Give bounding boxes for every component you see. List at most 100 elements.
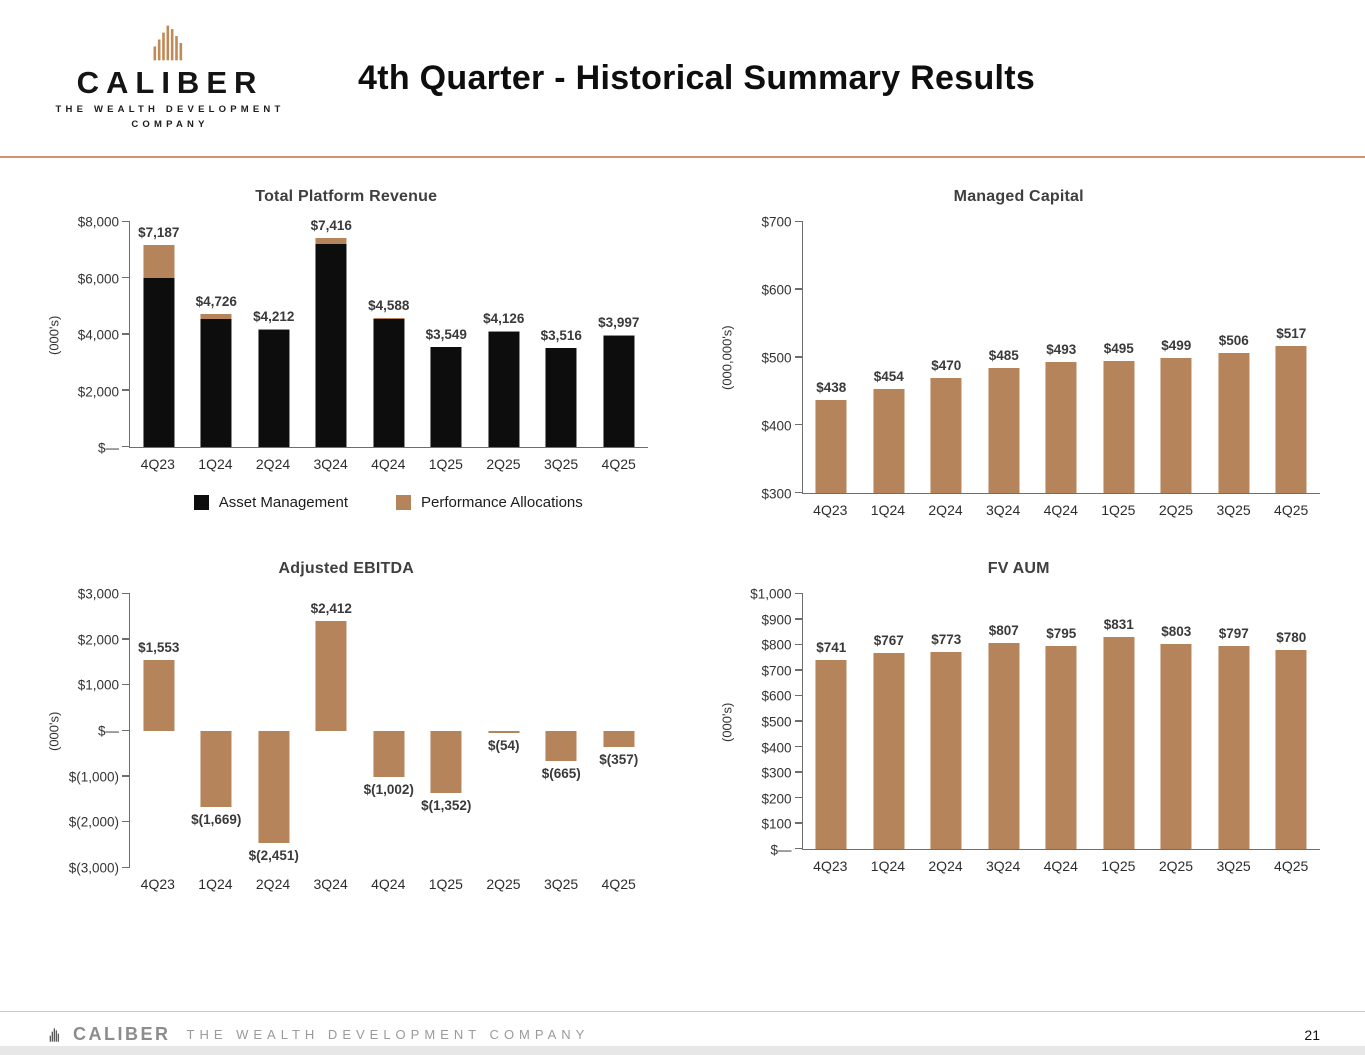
y-tick-label: $200 — [761, 791, 792, 807]
x-axis-label: 4Q23 — [140, 456, 175, 472]
x-axis-label: 4Q25 — [601, 876, 636, 892]
y-axis-ticks: $700 $600 $500 $400 $300 — [736, 215, 802, 502]
bar-segment — [143, 278, 175, 447]
x-axis-label: 2Q24 — [255, 456, 291, 472]
y-tick-mark — [122, 276, 130, 279]
x-axis-label: 4Q23 — [140, 876, 175, 892]
data-label: $495 — [1103, 340, 1134, 356]
x-axis-label: 1Q24 — [198, 456, 233, 472]
x-axis-label: 3Q25 — [1216, 858, 1251, 874]
bar-column: $4,588 — [360, 222, 418, 447]
x-axis-labels: 4Q23 1Q24 2Q24 3Q24 4Q24 1Q25 2Q25 3Q25 4Q25 — [129, 876, 648, 892]
chart-title: FV AUM — [987, 560, 1050, 577]
x-axis-label: 4Q24 — [1043, 502, 1078, 518]
bar — [1218, 353, 1250, 493]
data-label: $454 — [873, 368, 904, 384]
x-axis-label: 4Q24 — [371, 876, 406, 892]
bar-column: $(1,002) — [360, 594, 418, 868]
bar-column: $2,412 — [303, 594, 361, 868]
bar-column: $795 — [1033, 594, 1091, 849]
y-tick-label: $400 — [761, 740, 792, 756]
y-tick-label: $— — [97, 440, 119, 456]
bar-segment — [258, 330, 290, 447]
y-tick-label: $2,000 — [77, 632, 119, 648]
y-tick-mark — [794, 822, 803, 824]
x-axis-labels: 4Q23 1Q24 2Q24 3Q24 4Q24 1Q25 2Q25 3Q25 4Q25 — [802, 858, 1321, 874]
y-axis-title: (000's) — [719, 702, 734, 742]
brand-name: CALIBER — [76, 65, 264, 101]
y-tick-label: $900 — [761, 612, 792, 628]
data-label: $(54) — [487, 738, 520, 754]
data-label: $795 — [1046, 626, 1077, 642]
data-label: $485 — [988, 347, 1019, 363]
bar — [1103, 360, 1135, 493]
y-tick-label: $1,000 — [750, 586, 792, 602]
bar — [1160, 358, 1192, 493]
y-tick-label: $500 — [761, 714, 792, 730]
data-label: $499 — [1161, 338, 1192, 354]
bar-column: $517 — [1263, 222, 1321, 493]
bar-segment — [488, 331, 520, 447]
bar — [258, 731, 290, 843]
y-tick-label: $400 — [761, 418, 792, 434]
bar — [815, 399, 847, 493]
bar-segment — [373, 318, 405, 447]
bar-segment — [603, 335, 635, 447]
header-divider — [0, 156, 1365, 158]
data-label: $1,553 — [138, 640, 180, 656]
legend-label: Performance Allocations — [421, 494, 583, 511]
bar-column: $(54) — [475, 594, 533, 868]
x-axis-label: 3Q25 — [543, 876, 579, 892]
data-label: $4,588 — [368, 297, 410, 313]
y-tick-mark — [794, 643, 803, 645]
x-axis-label: 2Q25 — [486, 456, 521, 472]
brand-tagline: THE WEALTH DEVELOPMENT COMPANY — [48, 103, 292, 132]
y-tick-mark — [794, 356, 803, 358]
bar-column: $767 — [860, 594, 918, 849]
y-tick-mark — [122, 333, 130, 335]
y-tick-label: $6,000 — [77, 271, 119, 286]
bar-column: $807 — [975, 594, 1033, 849]
y-tick-mark — [794, 423, 803, 426]
charts-grid: Total Platform Revenue (000's) $8,000 $6,… — [0, 158, 1365, 892]
legend-item: Asset Management — [193, 494, 348, 511]
bar-segment — [315, 238, 347, 244]
y-axis-title: (000,000's) — [719, 325, 734, 391]
y-tick-label: $600 — [761, 282, 792, 298]
data-label: $(357) — [599, 752, 639, 768]
footer-brand-name: CALIBER — [73, 1024, 171, 1044]
data-label: $7,187 — [138, 224, 180, 240]
y-tick-label: $300 — [761, 765, 792, 781]
y-tick-mark — [794, 745, 803, 747]
building-icon — [153, 25, 183, 61]
data-label: $797 — [1218, 625, 1249, 641]
bar — [1160, 644, 1192, 849]
bar-segment — [430, 347, 462, 447]
y-tick-label: $800 — [761, 637, 792, 653]
y-tick-label: $600 — [761, 688, 792, 704]
x-axis-labels: 4Q23 1Q24 2Q24 3Q24 4Q24 1Q25 2Q25 3Q25 4Q25 — [129, 456, 648, 472]
y-tick-mark — [122, 866, 130, 868]
x-axis-label: 2Q25 — [1158, 858, 1194, 874]
legend: Asset Management Performance Allocations — [129, 494, 648, 511]
bar — [603, 731, 635, 748]
bar-segment — [545, 348, 577, 447]
x-axis-label: 4Q23 — [813, 502, 848, 518]
bar — [430, 731, 462, 793]
data-label: $(1,669) — [191, 812, 242, 828]
x-axis-label: 1Q24 — [198, 876, 233, 892]
bar — [815, 660, 847, 849]
data-label: $767 — [873, 633, 904, 649]
bar — [545, 731, 577, 762]
y-tick-mark — [122, 729, 130, 731]
data-label: $831 — [1103, 617, 1134, 633]
data-label: $506 — [1218, 333, 1249, 349]
x-axis-labels: 4Q23 1Q24 2Q24 3Q24 4Q24 1Q25 2Q25 3Q25 4Q25 — [802, 502, 1321, 518]
x-axis-label: 2Q25 — [1158, 502, 1194, 518]
y-tick-mark — [794, 618, 803, 620]
plot-area: $7,187 $4,726 $4,212 $7,416 $4,588 $3,549 $4,1… — [122, 218, 648, 448]
bar-column: $3,997 — [590, 222, 648, 447]
y-tick-label: $3,000 — [77, 586, 119, 602]
page-title: 4th Quarter - Historical Summary Results — [358, 58, 1036, 97]
bar-column: $493 — [1033, 222, 1091, 493]
